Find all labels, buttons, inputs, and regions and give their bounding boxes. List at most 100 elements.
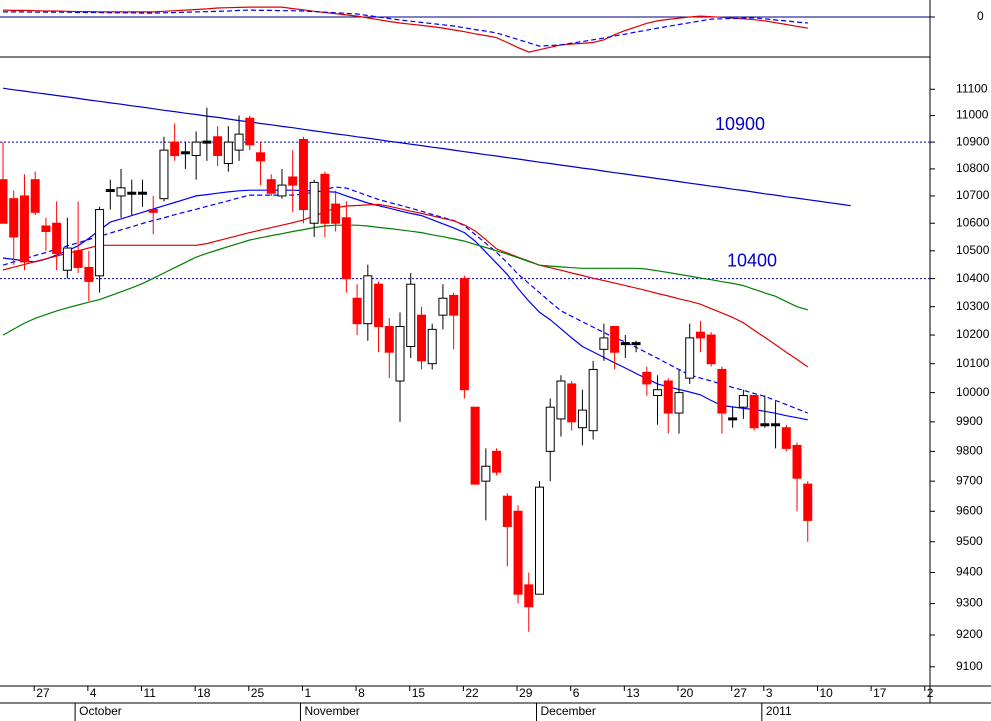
x-tick-label: 27 xyxy=(734,686,748,700)
candle-body xyxy=(352,297,362,325)
x-tick-label: 11 xyxy=(143,686,156,700)
candle-body xyxy=(502,495,512,527)
candle-body xyxy=(470,406,480,485)
x-tick-label: 10 xyxy=(819,686,833,700)
candle-body xyxy=(481,465,491,482)
candle-body xyxy=(663,380,673,414)
candle-body xyxy=(180,151,190,155)
candle-body xyxy=(771,423,781,427)
candle-body xyxy=(653,389,663,397)
x-tick-label: 15 xyxy=(412,686,426,700)
candle-body xyxy=(84,266,94,282)
candle-body xyxy=(438,297,448,316)
candle-body xyxy=(631,342,641,346)
candle-body xyxy=(341,217,351,280)
y-tick-label: 9900 xyxy=(956,414,983,428)
y-tick-label: 10300 xyxy=(956,299,990,313)
candle-body xyxy=(9,198,19,238)
month-label: October xyxy=(79,704,122,718)
candle-body xyxy=(116,187,126,197)
indicator-line xyxy=(2,186,809,414)
candle-body xyxy=(556,380,566,420)
candle-body xyxy=(781,427,791,449)
indicator-line xyxy=(2,189,808,421)
y-tick-label: 9300 xyxy=(956,596,983,610)
x-tick-label: 3 xyxy=(766,686,773,700)
y-tick-label: 0 xyxy=(977,9,984,23)
indicator-line xyxy=(2,87,851,207)
candle-body xyxy=(599,337,609,350)
x-tick-label: 13 xyxy=(626,686,640,700)
candle-body xyxy=(706,334,716,365)
candle-body xyxy=(717,368,727,414)
y-tick-label: 9400 xyxy=(956,565,983,579)
candle-body xyxy=(137,191,147,195)
candle-body xyxy=(213,136,223,156)
candle-body xyxy=(610,326,620,353)
candle-body xyxy=(588,368,598,432)
y-tick-label: 10900 xyxy=(956,134,990,148)
candle-body xyxy=(191,141,201,156)
y-tick-label: 10800 xyxy=(956,161,990,175)
indicator-line xyxy=(2,203,809,368)
y-tick-label: 10000 xyxy=(956,385,990,399)
reference-label: 10900 xyxy=(715,114,765,134)
x-tick-label: 8 xyxy=(358,686,365,700)
candle-body xyxy=(331,203,341,224)
x-tick-label: 20 xyxy=(680,686,694,700)
candle-body xyxy=(223,141,233,165)
candle-body xyxy=(674,392,684,414)
candle-body xyxy=(492,450,502,473)
x-tick-label: 2 xyxy=(927,686,934,700)
indicator-line xyxy=(3,9,808,47)
candle-body xyxy=(749,395,759,429)
candle-body xyxy=(73,250,83,268)
candle-body xyxy=(577,409,587,429)
candle-body xyxy=(245,117,255,146)
candle-body xyxy=(170,141,180,156)
candle-body xyxy=(728,417,738,421)
y-tick-label: 9500 xyxy=(956,534,983,548)
y-tick-label: 9800 xyxy=(956,444,983,458)
x-tick-label: 4 xyxy=(90,686,97,700)
candle-body xyxy=(642,371,652,385)
candle-body xyxy=(95,209,105,277)
candle-body xyxy=(459,278,469,391)
candle-body xyxy=(803,483,813,521)
candle-body xyxy=(545,406,555,452)
candle-body xyxy=(52,222,62,255)
reference-label: 10400 xyxy=(727,250,777,270)
candle-body xyxy=(406,283,416,347)
candle-body xyxy=(288,176,298,186)
candle-body xyxy=(234,133,244,151)
y-tick-label: 10500 xyxy=(956,243,990,257)
y-tick-label: 10400 xyxy=(956,271,990,285)
candle-body xyxy=(513,510,523,595)
candle-body xyxy=(277,184,287,197)
x-tick-label: 29 xyxy=(519,686,533,700)
candle-body xyxy=(30,179,40,213)
candle-body xyxy=(159,149,169,200)
candle-body xyxy=(738,395,748,408)
candle-body xyxy=(202,140,212,144)
x-tick-label: 1 xyxy=(304,686,311,700)
y-tick-label: 10200 xyxy=(956,327,990,341)
candle-body xyxy=(567,383,577,423)
x-tick-label: 25 xyxy=(251,686,265,700)
candle-body xyxy=(266,179,276,194)
candle-body xyxy=(19,195,29,263)
y-tick-label: 9600 xyxy=(956,503,983,517)
candle-body xyxy=(256,152,266,162)
y-tick-label: 9100 xyxy=(956,659,983,673)
candle-body xyxy=(695,331,705,339)
candle-body xyxy=(298,138,308,211)
candle-body xyxy=(685,337,695,379)
candle-body xyxy=(524,584,534,608)
candle-body xyxy=(416,314,426,362)
candle-body xyxy=(105,189,115,193)
candle-body xyxy=(41,225,51,232)
y-tick-label: 10700 xyxy=(956,188,990,202)
